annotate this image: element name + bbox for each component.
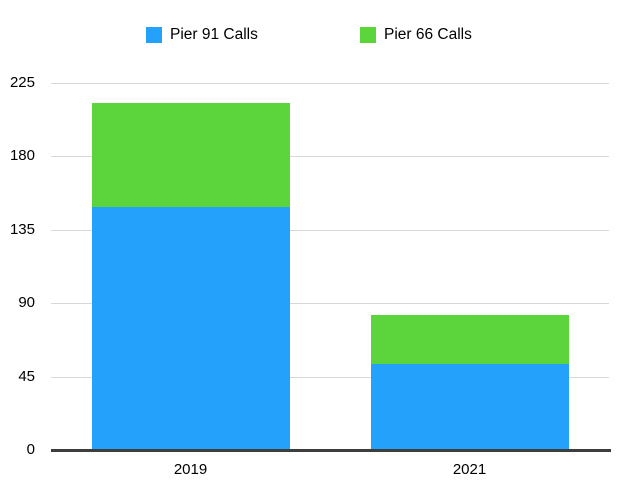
legend-item-pier-91-calls: Pier 91 Calls <box>146 27 258 43</box>
x-axis-label-2021: 2021 <box>452 461 487 478</box>
bar-segment-2021-series-1 <box>371 315 569 364</box>
x-axis-label-2019: 2019 <box>173 461 208 478</box>
x-axis-line <box>51 449 611 452</box>
y-tick-label-135: 135 <box>9 221 35 238</box>
y-tick-label-45: 45 <box>18 368 35 385</box>
legend-swatch-pier-91-calls <box>146 27 162 43</box>
legend-item-pier-66-calls: Pier 66 Calls <box>360 27 472 43</box>
gridline-y-90 <box>51 303 609 304</box>
gridline-y-225 <box>51 83 609 84</box>
bar-segment-2021-series-0 <box>371 364 569 450</box>
legend-label-pier-66-calls: Pier 66 Calls <box>384 26 472 43</box>
gridline-y-45 <box>51 377 609 378</box>
legend-swatch-pier-66-calls <box>360 27 376 43</box>
y-tick-label-180: 180 <box>9 147 35 164</box>
y-tick-label-90: 90 <box>18 294 35 311</box>
legend-label-pier-91-calls: Pier 91 Calls <box>170 26 258 43</box>
y-tick-label-225: 225 <box>9 74 35 91</box>
y-tick-label-0: 0 <box>26 441 35 458</box>
bar-segment-2019-series-0 <box>92 207 290 450</box>
gridline-y-180 <box>51 156 609 157</box>
bar-segment-2019-series-1 <box>92 103 290 207</box>
gridline-y-135 <box>51 230 609 231</box>
